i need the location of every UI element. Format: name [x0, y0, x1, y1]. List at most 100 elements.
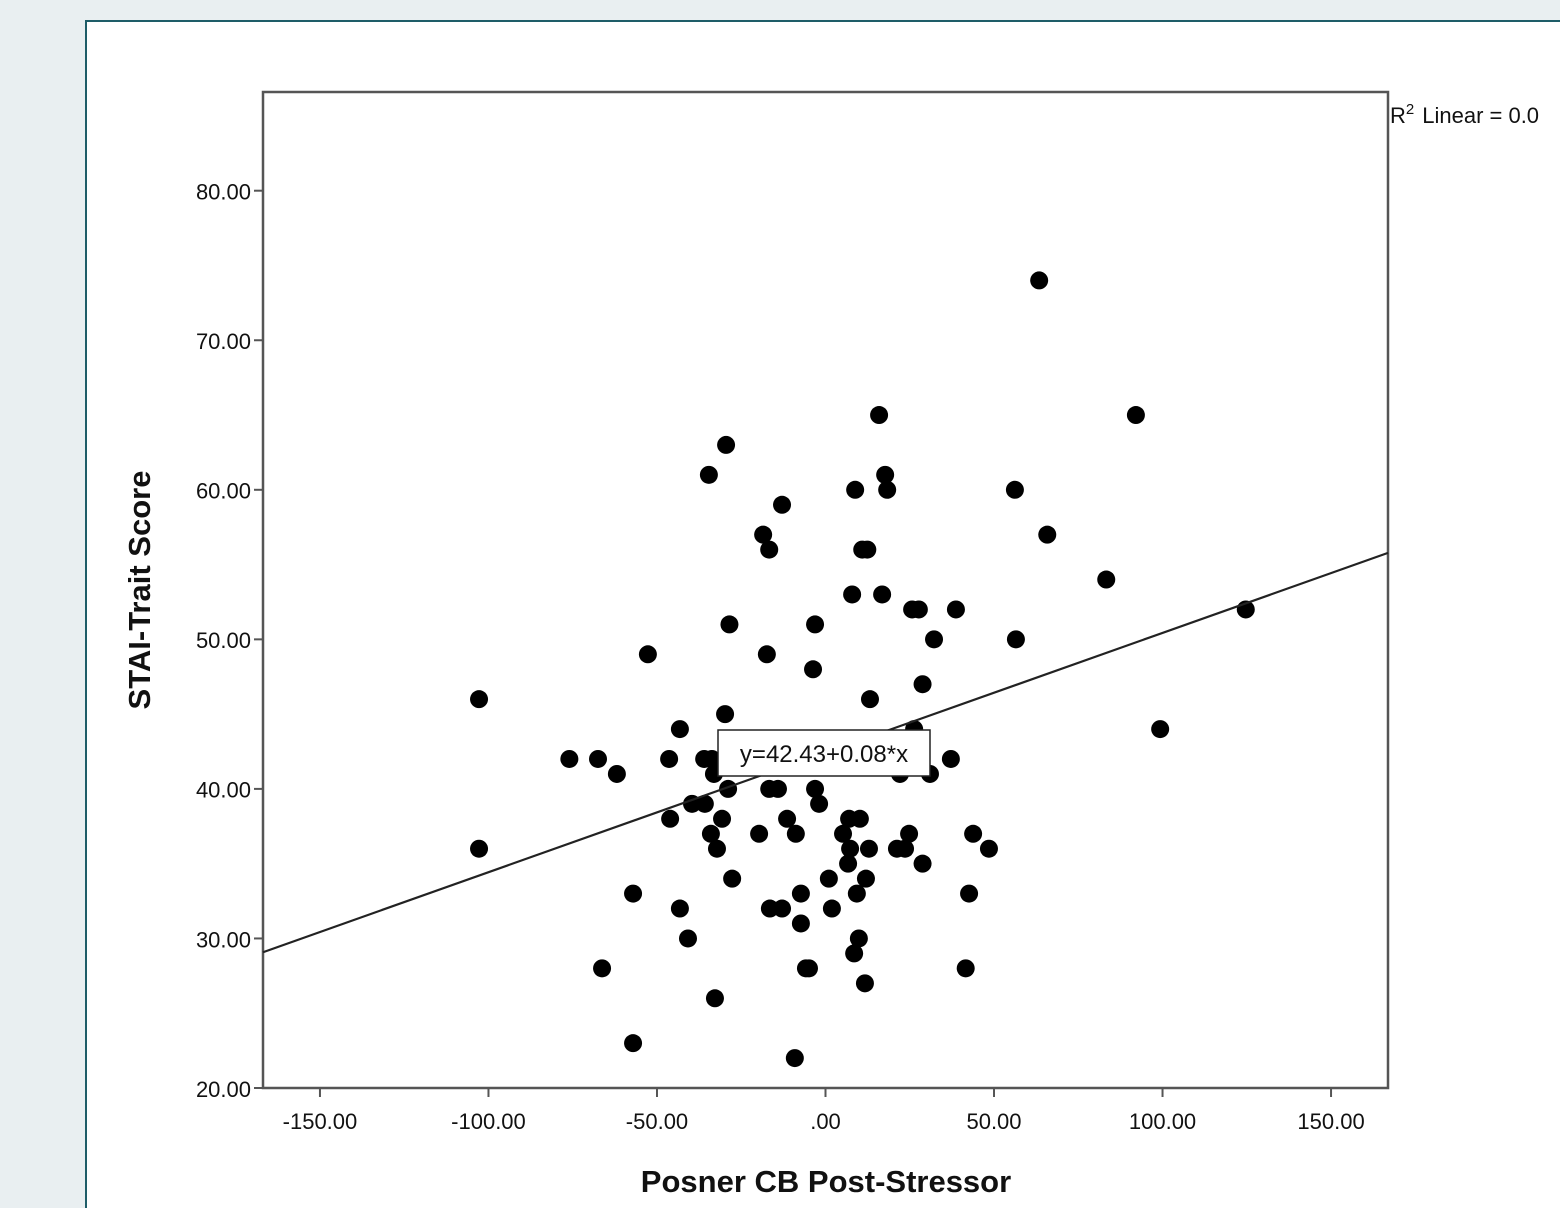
point — [834, 824, 853, 843]
x-tick-label: .00 — [810, 1109, 841, 1134]
r2-text: Linear = 0.0 — [1422, 103, 1539, 128]
point — [876, 465, 895, 484]
y-tick-label: 20.00 — [196, 1077, 251, 1102]
point — [1151, 720, 1170, 739]
r2-superscript: 2 — [1406, 101, 1414, 118]
point — [1030, 271, 1049, 290]
point — [773, 899, 792, 918]
point — [846, 480, 865, 499]
point — [773, 495, 792, 514]
plot-frame — [261, 90, 1390, 1090]
point — [624, 1034, 643, 1053]
point — [1097, 570, 1116, 589]
point — [822, 899, 841, 918]
point — [750, 824, 769, 843]
point — [860, 690, 879, 709]
x-tick-label: -100.00 — [451, 1109, 526, 1134]
point — [754, 525, 773, 544]
point — [843, 585, 862, 604]
r2-annotation: R2 Linear = 0.0 — [1390, 101, 1539, 128]
point — [720, 615, 739, 634]
point — [701, 824, 720, 843]
point — [757, 645, 776, 664]
y-tick-label: 40.00 — [196, 778, 251, 803]
point — [660, 749, 679, 768]
point — [695, 794, 714, 813]
x-tick-label: 50.00 — [966, 1109, 1021, 1134]
point — [964, 824, 983, 843]
point — [799, 959, 818, 978]
point — [670, 720, 689, 739]
point — [960, 884, 979, 903]
fit-label-box — [717, 729, 931, 777]
y-tick-label: 70.00 — [196, 329, 251, 354]
y-tick-label: 50.00 — [196, 628, 251, 653]
point — [841, 839, 860, 858]
point — [1126, 406, 1145, 425]
point — [1038, 525, 1057, 544]
y-tick-label: 80.00 — [196, 180, 251, 205]
x-tick-label: 100.00 — [1129, 1109, 1196, 1134]
point — [849, 929, 868, 948]
point — [593, 959, 612, 978]
point — [850, 809, 869, 828]
point — [768, 779, 787, 798]
point — [900, 824, 919, 843]
point — [760, 540, 779, 559]
point — [717, 435, 736, 454]
point — [670, 899, 689, 918]
y-tick-label: 60.00 — [196, 479, 251, 504]
point — [713, 809, 732, 828]
point — [878, 480, 897, 499]
point — [956, 959, 975, 978]
point — [810, 794, 829, 813]
point — [699, 465, 718, 484]
point — [847, 884, 866, 903]
point — [678, 929, 697, 948]
point — [560, 749, 579, 768]
point — [806, 615, 825, 634]
point — [716, 705, 735, 724]
point — [979, 839, 998, 858]
point — [791, 884, 810, 903]
point — [638, 645, 657, 664]
point — [855, 974, 874, 993]
point — [858, 540, 877, 559]
point — [470, 839, 489, 858]
point — [661, 809, 680, 828]
point — [819, 869, 838, 888]
r2-base: R — [1390, 103, 1406, 128]
point — [870, 406, 889, 425]
point — [856, 869, 875, 888]
point — [1005, 480, 1024, 499]
point — [946, 600, 965, 619]
point — [589, 749, 608, 768]
point — [785, 1049, 804, 1068]
y-tick-label: 30.00 — [196, 927, 251, 952]
point — [909, 600, 928, 619]
point — [702, 749, 721, 768]
point — [707, 839, 726, 858]
point — [778, 809, 797, 828]
point — [896, 839, 915, 858]
point — [804, 660, 823, 679]
point — [1006, 630, 1025, 649]
point — [624, 884, 643, 903]
point — [941, 749, 960, 768]
x-tick-label: -150.00 — [283, 1109, 358, 1134]
x-tick-label: -50.00 — [626, 1109, 688, 1134]
point — [873, 585, 892, 604]
point — [791, 914, 810, 933]
point — [470, 690, 489, 709]
point — [859, 839, 878, 858]
x-axis-title: Posner CB Post-Stressor — [641, 1164, 1011, 1199]
point — [705, 989, 724, 1008]
x-tick-label: 150.00 — [1297, 1109, 1364, 1134]
point — [913, 854, 932, 873]
point — [723, 869, 742, 888]
y-axis-title: STAI-Trait Score — [122, 471, 157, 710]
fit-label: y=42.43+0.08*x — [740, 741, 908, 768]
point — [839, 854, 858, 873]
